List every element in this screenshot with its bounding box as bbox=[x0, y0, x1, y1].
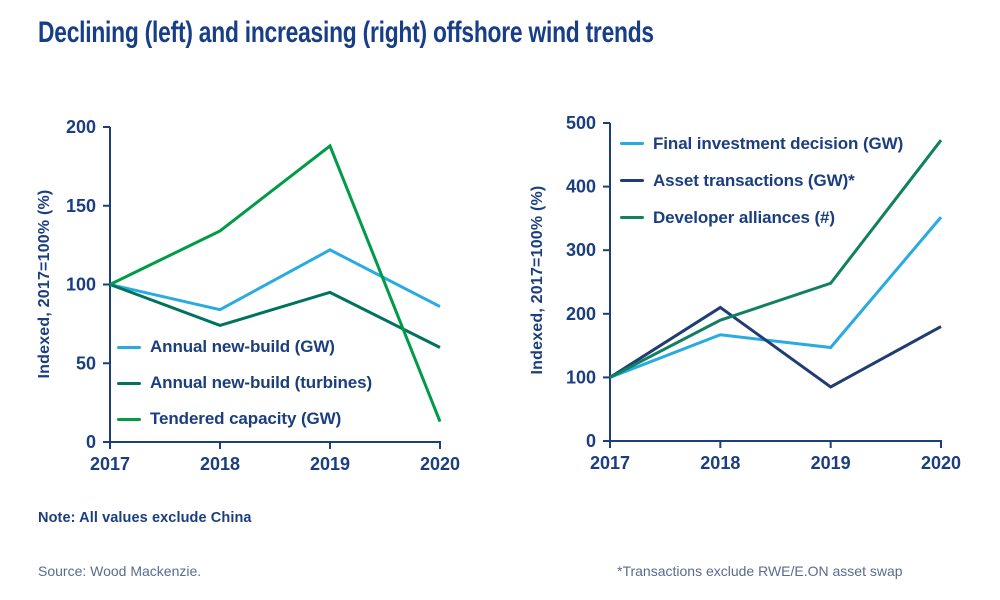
legend-swatch-icon bbox=[620, 142, 644, 145]
legend-item-tendered-capacity: Tendered capacity (GW) bbox=[117, 401, 372, 437]
left-chart-legend: Annual new-build (GW) Annual new-build (… bbox=[117, 329, 372, 437]
legend-item-developer-alliances: Developer alliances (#) bbox=[620, 199, 903, 236]
legend-item-asset-transactions: Asset transactions (GW)* bbox=[620, 162, 903, 199]
y-tick-label: 500 bbox=[566, 113, 596, 133]
legend-item-annual-new-build-gw: Annual new-build (GW) bbox=[117, 329, 372, 365]
x-tick-label: 2018 bbox=[200, 454, 240, 474]
series-line-final-investment-decision-gw bbox=[609, 216, 943, 379]
y-tick-label: 300 bbox=[566, 240, 596, 260]
source-text: Source: Wood Mackenzie. bbox=[38, 563, 202, 579]
note-text: Note: All values exclude China bbox=[38, 510, 252, 526]
x-tick-label: 2020 bbox=[921, 453, 961, 473]
series-line-annual-new-build-turbines bbox=[109, 283, 441, 349]
y-tick-label: 400 bbox=[566, 177, 596, 197]
right-chart-legend: Final investment decision (GW) Asset tra… bbox=[620, 125, 903, 236]
series-line-asset-transactions-gw bbox=[609, 305, 942, 389]
page-title: Declining (left) and increasing (right) … bbox=[38, 16, 654, 49]
legend-label: Tendered capacity (GW) bbox=[150, 409, 342, 428]
left-chart-y-axis-title: Indexed, 2017=100% (%) bbox=[36, 189, 53, 379]
legend-swatch-icon bbox=[620, 216, 644, 219]
y-tick-label: 0 bbox=[586, 431, 596, 451]
x-tick-label: 2017 bbox=[590, 453, 630, 473]
legend-label: Developer alliances (#) bbox=[653, 207, 835, 227]
legend-swatch-icon bbox=[117, 417, 141, 421]
legend-swatch-icon bbox=[620, 179, 644, 182]
y-tick-label: 50 bbox=[76, 353, 96, 373]
legend-label: Annual new-build (turbines) bbox=[150, 373, 373, 392]
y-tick-label: 200 bbox=[66, 117, 96, 137]
x-tick-label: 2020 bbox=[420, 454, 460, 474]
y-tick-label: 0 bbox=[86, 432, 96, 452]
series-line-annual-new-build-gw bbox=[109, 248, 441, 312]
legend-item-annual-new-build-turbines: Annual new-build (turbines) bbox=[117, 365, 372, 401]
x-tick-label: 2019 bbox=[811, 453, 851, 473]
legend-label: Final investment decision (GW) bbox=[653, 133, 904, 153]
legend-item-final-investment-decision: Final investment decision (GW) bbox=[620, 125, 903, 162]
legend-swatch-icon bbox=[117, 381, 141, 385]
series-line-developer-alliances-# bbox=[609, 139, 943, 379]
footnote-text: *Transactions exclude RWE/E.ON asset swa… bbox=[617, 563, 903, 579]
series-line-tendered-capacity-gw bbox=[109, 143, 442, 423]
legend-swatch-icon bbox=[117, 345, 141, 349]
x-tick-label: 2019 bbox=[310, 454, 350, 474]
y-tick-label: 150 bbox=[66, 196, 96, 216]
right-chart-y-axis-title: Indexed, 2017=100% (%) bbox=[529, 185, 546, 375]
y-tick-label: 200 bbox=[566, 304, 596, 324]
y-tick-label: 100 bbox=[566, 367, 596, 387]
x-tick-label: 2017 bbox=[90, 454, 130, 474]
y-tick-label: 100 bbox=[66, 275, 96, 295]
x-tick-label: 2018 bbox=[700, 453, 740, 473]
legend-label: Asset transactions (GW)* bbox=[653, 170, 855, 190]
legend-label: Annual new-build (GW) bbox=[150, 337, 335, 356]
